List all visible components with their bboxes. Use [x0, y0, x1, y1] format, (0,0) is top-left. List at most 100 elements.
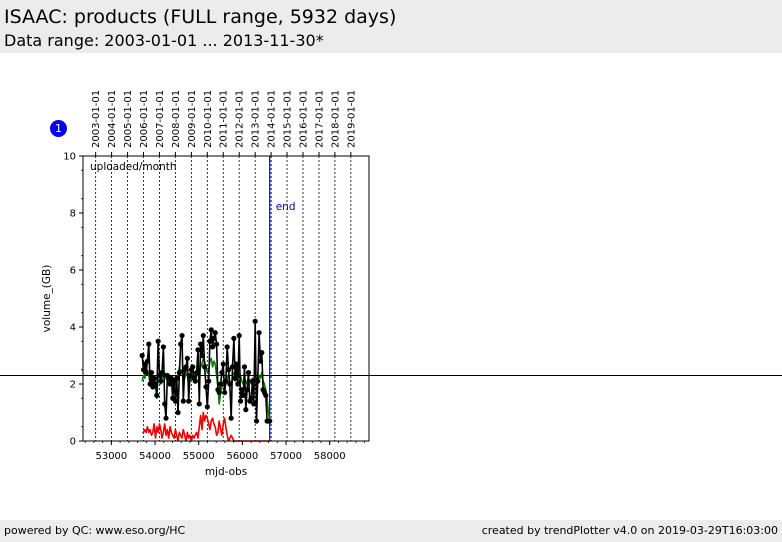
- data-point: [158, 378, 164, 384]
- series-line-red: [142, 411, 270, 442]
- data-point: [144, 358, 151, 364]
- top-tick-label: 2003-01-01: [91, 90, 102, 148]
- top-tick-label: 2004-01-01: [107, 90, 118, 148]
- data-point: [202, 364, 208, 370]
- y-tick-label: 4: [70, 323, 76, 334]
- x-tick-label: 58000: [314, 451, 346, 462]
- data-point: [167, 381, 173, 387]
- data-point: [222, 389, 228, 396]
- data-point: [206, 378, 212, 384]
- data-point: [223, 378, 229, 384]
- data-point: [233, 361, 240, 367]
- data-point: [255, 378, 261, 384]
- x-tick-label: 56000: [226, 451, 258, 462]
- data-point: [209, 344, 216, 350]
- data-point: [162, 401, 168, 407]
- data-point: [196, 401, 202, 407]
- data-point: [253, 418, 260, 424]
- data-point: [198, 341, 204, 347]
- y-tick-label: 8: [70, 209, 76, 220]
- top-tick-label: 2010-01-01: [203, 90, 214, 148]
- data-point: [263, 392, 269, 398]
- data-point: [175, 409, 181, 416]
- data-point: [232, 375, 238, 381]
- data-point: [208, 327, 214, 333]
- top-tick-label: 2018-01-01: [330, 90, 341, 148]
- x-tick-label: 53000: [95, 451, 127, 462]
- data-point: [163, 415, 169, 421]
- data-point: [235, 381, 241, 387]
- data-point: [251, 401, 257, 407]
- year-grid-lines: [95, 156, 352, 441]
- data-point: [179, 332, 185, 339]
- x-tick-label: 55000: [183, 451, 215, 462]
- data-point: [172, 398, 178, 404]
- top-tick-label: 2016-01-01: [298, 90, 309, 148]
- top-tick-label: 2006-01-01: [139, 90, 150, 148]
- top-tick-label: 2013-01-01: [251, 90, 262, 148]
- x-axis-label: mjd-obs: [205, 466, 247, 478]
- data-point: [249, 378, 256, 384]
- y-tick-label: 10: [63, 152, 76, 163]
- data-point: [225, 367, 232, 373]
- data-point: [151, 375, 157, 381]
- data-point: [186, 398, 192, 404]
- data-point: [152, 381, 159, 387]
- top-tick-label: 2007-01-01: [155, 90, 166, 148]
- plot-number-badge[interactable]: 1: [50, 120, 67, 137]
- data-point: [219, 370, 225, 376]
- data-point: [239, 387, 245, 393]
- data-point: [199, 352, 205, 359]
- y-tick-label: 0: [70, 437, 76, 448]
- top-tick-label: 2019-01-01: [346, 90, 357, 148]
- data-point: [248, 395, 254, 401]
- page-title: ISAAC: products (FULL range, 5932 days): [4, 6, 397, 28]
- footer-bar: powered by QC: www.eso.org/HC created by…: [0, 520, 782, 542]
- data-point: [187, 372, 193, 379]
- data-point: [228, 415, 234, 421]
- data-point: [139, 352, 145, 359]
- plot-frame: [82, 155, 370, 442]
- data-point: [216, 389, 222, 396]
- data-point: [224, 344, 230, 350]
- data-point: [267, 418, 273, 424]
- data-point: [257, 358, 264, 364]
- page-subtitle: Data range: 2003-01-01 ... 2013-11-30*: [4, 31, 324, 50]
- data-point: [204, 404, 210, 410]
- data-point: [146, 341, 152, 347]
- data-point: [244, 387, 250, 393]
- data-point: [192, 378, 198, 384]
- data-point: [174, 375, 180, 381]
- data-point: [155, 338, 161, 344]
- top-tick-label: 2008-01-01: [171, 90, 182, 148]
- end-annotation: end: [276, 201, 296, 213]
- data-point: [217, 381, 224, 387]
- data-point: [245, 370, 252, 376]
- footer-powered-by: powered by QC: www.eso.org/HC: [4, 524, 186, 537]
- data-point: [212, 330, 218, 336]
- data-point: [184, 355, 190, 361]
- data-point: [240, 392, 246, 398]
- data-point: [231, 335, 237, 341]
- data-point: [180, 398, 186, 404]
- top-tick-label: 2011-01-01: [219, 90, 230, 148]
- data-point: [229, 364, 236, 370]
- data-point: [237, 398, 244, 404]
- top-tick-label: 2015-01-01: [283, 90, 294, 148]
- x-axis-ticks: 53000 54000 55000 56000 57000 58000: [84, 441, 366, 462]
- y-axis-ticks: 0 2 4 6 8 10: [63, 152, 83, 448]
- box-annotation: uploaded/month: [90, 161, 177, 173]
- data-point: [220, 361, 226, 367]
- data-point: [143, 370, 149, 376]
- top-tick-label: 2012-01-01: [235, 90, 246, 148]
- x-tick-label: 54000: [139, 451, 171, 462]
- data-point: [256, 330, 262, 336]
- data-point: [243, 407, 249, 413]
- footer-created-by: created by trendPlotter v4.0 on 2019-03-…: [481, 524, 778, 537]
- top-tick-label: 2017-01-01: [314, 90, 325, 148]
- top-date-axis: 2003-01-01 2004-01-01 2005-01-01 2006-01-01…: [91, 90, 357, 156]
- data-point: [183, 364, 189, 370]
- data-point: [211, 335, 217, 341]
- data-point: [195, 347, 201, 353]
